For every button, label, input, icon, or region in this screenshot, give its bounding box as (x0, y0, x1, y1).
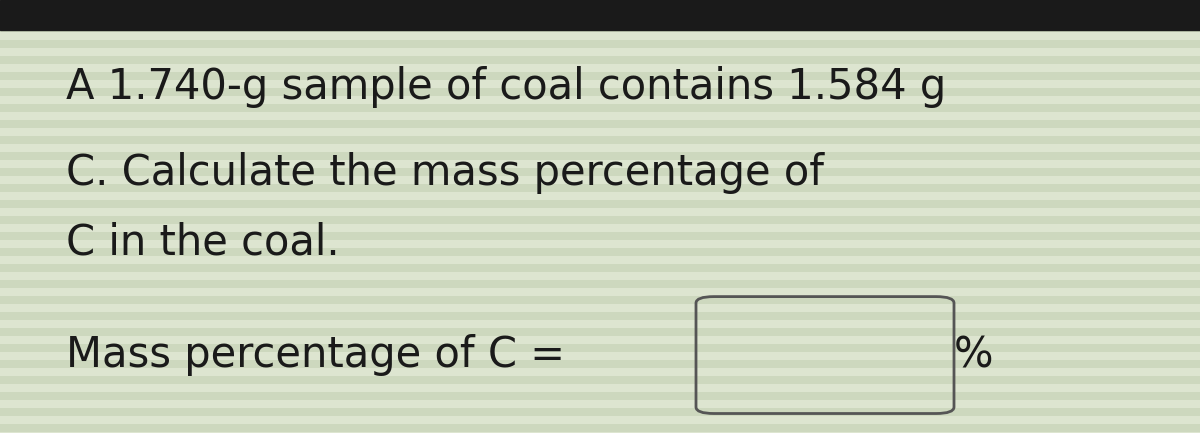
Text: C in the coal.: C in the coal. (66, 222, 340, 263)
Text: A 1.740-g sample of coal contains 1.584 g: A 1.740-g sample of coal contains 1.584 … (66, 66, 947, 107)
Text: C. Calculate the mass percentage of: C. Calculate the mass percentage of (66, 152, 824, 194)
Text: %: % (954, 334, 994, 376)
Text: Mass percentage of C =: Mass percentage of C = (66, 334, 578, 376)
Bar (0, 0, 1200, 30)
